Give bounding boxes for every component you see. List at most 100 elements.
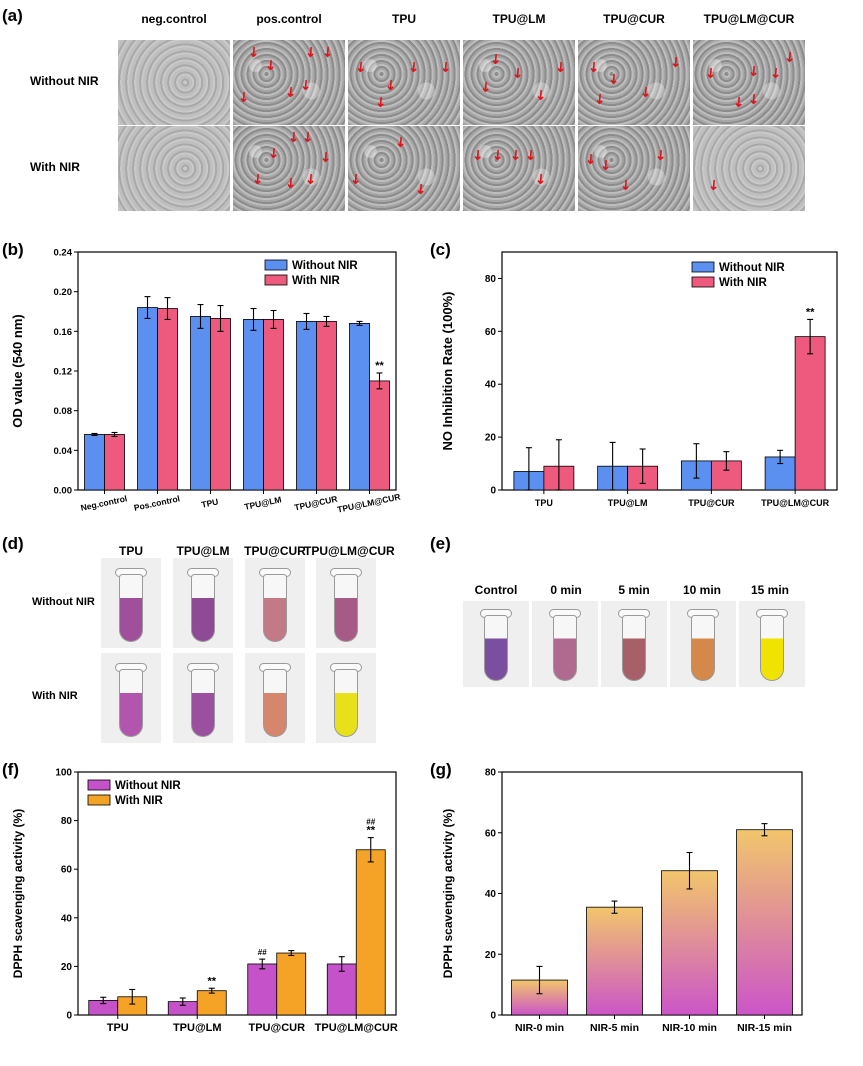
y-tick-label: 60 bbox=[485, 327, 497, 338]
bar bbox=[190, 316, 211, 491]
row-header-without-nir: Without NIR bbox=[30, 74, 99, 88]
legend-label: With NIR bbox=[292, 275, 340, 287]
x-tick-label: TPU bbox=[201, 496, 220, 509]
bar bbox=[736, 829, 793, 1016]
plot-frame bbox=[77, 251, 397, 491]
vial-tube bbox=[760, 615, 784, 681]
vial-tube bbox=[622, 615, 646, 681]
col-header-e-control: Control bbox=[474, 583, 518, 597]
y-tick-label: 20 bbox=[485, 433, 497, 444]
col-header-d-tpu-cur: TPU@CUR bbox=[244, 544, 306, 558]
chart-f-plot: 0 20 40 60 80 100 DPPH scavenging activity (%)… bbox=[11, 768, 398, 1035]
legend-label: Without NIR bbox=[719, 262, 785, 274]
vial-photo bbox=[670, 601, 736, 687]
y-axis-label: DPPH scavenging activity (%) bbox=[11, 809, 25, 978]
col-header-e-10min: 10 min bbox=[682, 583, 721, 597]
micrograph bbox=[578, 40, 690, 125]
y-tick-label: 40 bbox=[485, 380, 497, 391]
y-tick-label: 0.16 bbox=[54, 327, 73, 338]
micrograph bbox=[118, 40, 230, 125]
significance-mark: ** bbox=[207, 975, 216, 987]
chart-f: 0 20 40 60 80 100 DPPH scavenging activity (%)… bbox=[11, 768, 398, 1035]
plot-frame bbox=[501, 251, 838, 491]
micrograph bbox=[233, 40, 345, 125]
panel-label-c: (c) bbox=[430, 240, 451, 259]
vial-photo bbox=[532, 601, 598, 687]
chart-c-plot: 0 20 40 60 80 NO Inhibition Rate (100%) TPU TPU… bbox=[440, 251, 838, 508]
y-tick-label: 0.24 bbox=[54, 248, 73, 259]
vial-tube bbox=[191, 669, 215, 737]
vial-tube bbox=[553, 615, 577, 681]
bar bbox=[316, 321, 337, 491]
panel-label-b: (b) bbox=[2, 240, 24, 259]
x-tick-label: TPU@CUR bbox=[293, 494, 338, 513]
y-tick-label: 60 bbox=[485, 828, 497, 839]
chart-g-plot: 0 20 40 60 80 DPPH scavenging activity (%) NIR… bbox=[441, 768, 803, 1034]
panel-label-d: (d) bbox=[2, 534, 24, 553]
significance-mark: ## bbox=[258, 948, 267, 957]
col-header-e-15min: 15 min bbox=[750, 583, 789, 597]
bar bbox=[210, 318, 231, 491]
row-header-with-nir: With NIR bbox=[30, 160, 80, 174]
vial-photo bbox=[173, 558, 233, 648]
y-tick-label: 0.00 bbox=[54, 486, 73, 497]
y-tick-label: 80 bbox=[485, 768, 497, 779]
vial-photo bbox=[245, 558, 305, 648]
x-tick-label: Pos.control bbox=[133, 493, 181, 513]
micrograph bbox=[348, 40, 460, 125]
y-tick-label: 0.12 bbox=[54, 367, 73, 378]
legend-label: Without NIR bbox=[115, 780, 181, 792]
bar bbox=[349, 323, 370, 491]
x-tick-label: TPU@LM@CUR bbox=[315, 1022, 398, 1034]
bar bbox=[247, 963, 278, 1016]
x-tick-label: NIR-5 min bbox=[590, 1022, 639, 1034]
x-tick-label: TPU bbox=[535, 498, 553, 508]
col-header-tpu-lm-cur: TPU@LM@CUR bbox=[703, 12, 795, 26]
micrograph bbox=[118, 126, 230, 211]
micrograph bbox=[693, 40, 805, 125]
y-tick-label: 80 bbox=[61, 816, 73, 827]
bar bbox=[296, 321, 317, 491]
legend-swatch bbox=[87, 779, 111, 791]
significance-mark: ** bbox=[806, 306, 815, 318]
panel-label-a: (a) bbox=[2, 6, 23, 25]
col-header-e-0min: 0 min bbox=[550, 583, 582, 597]
y-axis-label: OD value (540 nm) bbox=[10, 314, 25, 427]
micrograph bbox=[463, 40, 575, 125]
significance-mark: ** bbox=[366, 825, 375, 837]
vial-photo bbox=[601, 601, 667, 687]
significance-mark: ** bbox=[375, 360, 384, 372]
legend-swatch bbox=[87, 794, 111, 806]
vial-tube bbox=[119, 669, 143, 737]
bar bbox=[661, 870, 718, 1016]
x-tick-label: TPU@CUR bbox=[688, 498, 735, 508]
panel-label-g: (g) bbox=[430, 760, 452, 779]
col-header-d-tpu-lm-cur: TPU@LM@CUR bbox=[304, 544, 395, 558]
y-tick-label: 100 bbox=[55, 768, 72, 779]
vial-photo bbox=[101, 558, 161, 648]
vial-photo bbox=[173, 653, 233, 743]
col-header-pos-control: pos.control bbox=[256, 12, 322, 26]
x-tick-label: TPU@LM bbox=[173, 1022, 222, 1034]
significance-mark: ## bbox=[366, 818, 375, 827]
vial-photo bbox=[316, 653, 376, 743]
micrograph bbox=[578, 126, 690, 211]
micrograph bbox=[233, 126, 345, 211]
bar bbox=[276, 952, 307, 1016]
x-tick-label: TPU@LM bbox=[243, 494, 282, 512]
panel-label-f: (f) bbox=[2, 760, 19, 779]
bar bbox=[196, 990, 227, 1016]
legend-swatch bbox=[264, 274, 288, 286]
y-tick-label: 60 bbox=[61, 865, 73, 876]
col-header-e-5min: 5 min bbox=[618, 583, 650, 597]
y-tick-label: 80 bbox=[485, 274, 497, 285]
col-header-tpu-cur: TPU@CUR bbox=[603, 12, 665, 26]
y-axis-label: DPPH scavenging activity (%) bbox=[441, 809, 455, 978]
vial-tube bbox=[263, 669, 287, 737]
vial-tube bbox=[334, 574, 358, 642]
plot-frame bbox=[77, 771, 397, 1016]
y-tick-label: 20 bbox=[61, 962, 73, 973]
bar bbox=[586, 906, 643, 1016]
vial-tube bbox=[119, 574, 143, 642]
y-tick-label: 0.04 bbox=[54, 446, 73, 457]
